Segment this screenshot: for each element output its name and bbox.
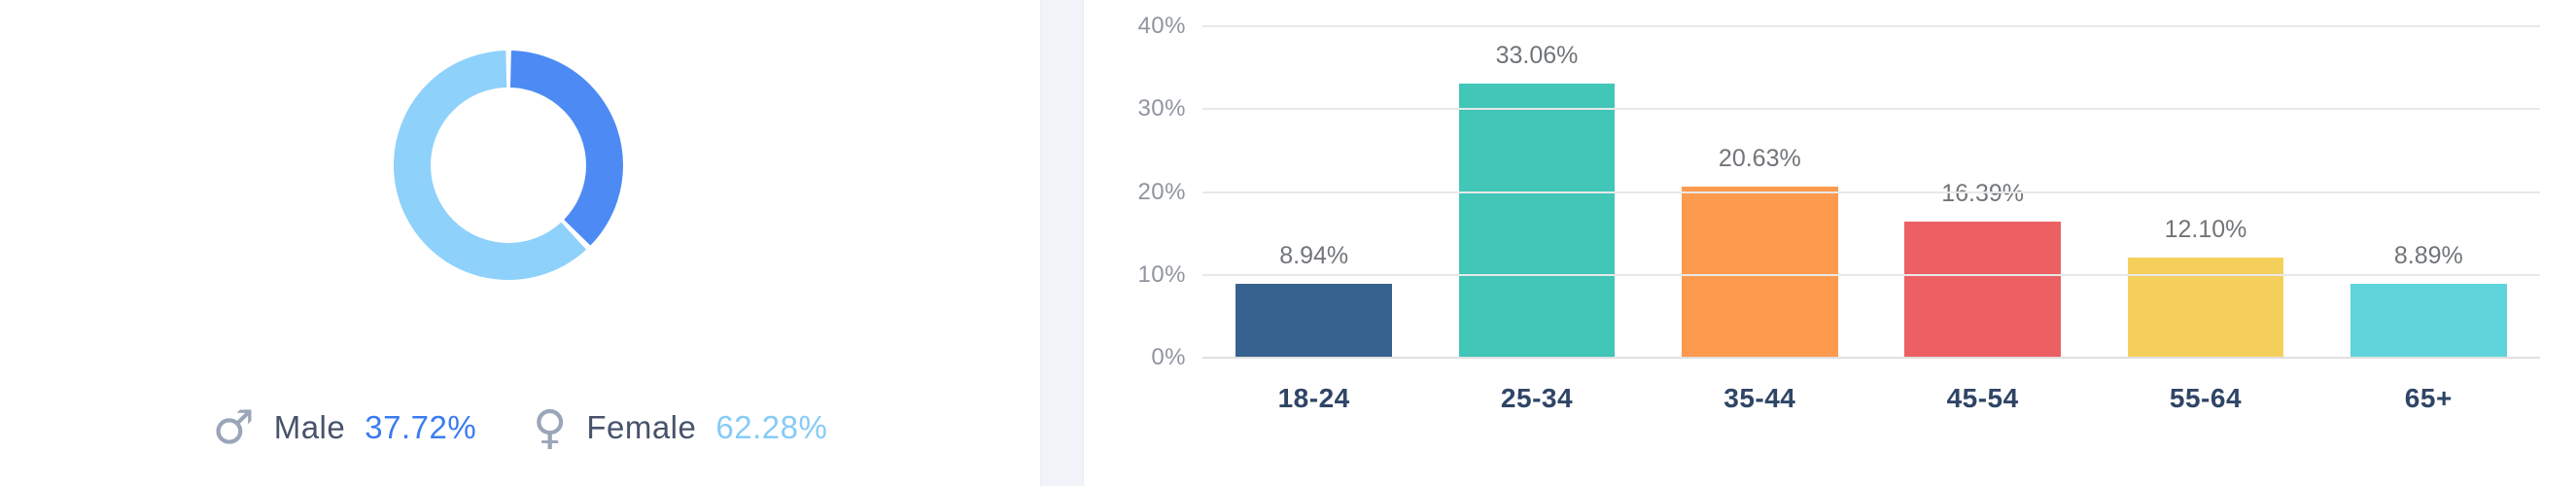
age-distribution-panel: 40% 30% 20% 10% 0% 8.94% 33.06% 20.63% 16.39% 12… <box>1084 0 2576 486</box>
bar-value-label-25-34: 33.06% <box>1495 42 1579 70</box>
age-bar-chart-plot-area: 8.94% 33.06% 20.63% 16.39% 12.10% 8.89% <box>1202 25 2540 359</box>
bar-18-24[interactable] <box>1236 283 1392 358</box>
y-tick-label-10%: 10% <box>1137 260 1186 288</box>
gender-donut-svg <box>394 51 623 280</box>
bar-cell-25-34: 33.06% <box>1425 26 1648 358</box>
legend-item-male[interactable]: ♂ Male 37.72% <box>213 404 477 451</box>
donut-segment-male[interactable] <box>394 51 623 280</box>
x-axis-label-45-54: 45-54 <box>1946 383 2019 413</box>
bar-cell-18-24: 8.94% <box>1202 26 1425 358</box>
y-tick-label-40%: 40% <box>1137 13 1186 39</box>
y-tick-label-0%: 0% <box>1151 344 1186 370</box>
x-axis-label-35-44: 35-44 <box>1723 383 1796 413</box>
male-icon: ♂ <box>212 400 255 455</box>
bar-value-label-18-24: 8.94% <box>1279 241 1349 269</box>
bar-value-label-65+: 8.89% <box>2393 242 2463 270</box>
y-axis: 40% 30% 20% 10% 0% <box>1084 13 1186 370</box>
x-axis: 18-24 25-34 35-44 45-54 55-64 65+ <box>1202 383 2540 414</box>
panel-divider <box>1040 0 1084 486</box>
x-axis-label-18-24: 18-24 <box>1277 383 1350 413</box>
gender-distribution-panel: ♂ Male 37.72% ♀ Female 62.28% <box>0 0 1040 486</box>
bar-cell-65+: 8.89% <box>2317 26 2540 358</box>
gridline-10% <box>1202 273 2540 276</box>
y-tick-label-30%: 30% <box>1137 95 1186 122</box>
bar-25-34[interactable] <box>1458 84 1616 358</box>
male-value: 37.72% <box>365 409 477 445</box>
bar-55-64[interactable] <box>2127 257 2284 358</box>
bar-45-54[interactable] <box>1904 222 2061 358</box>
gridline-40% <box>1202 25 2540 27</box>
legend-item-female[interactable]: ♀ Female 62.28% <box>533 404 827 451</box>
x-axis-label-25-34: 25-34 <box>1500 383 1574 413</box>
bar-cell-45-54: 16.39% <box>1871 26 2094 358</box>
donut-segment-female[interactable] <box>394 51 623 280</box>
male-label: Male <box>273 409 346 445</box>
bar-cell-35-44: 20.63% <box>1649 26 1871 358</box>
female-value: 62.28% <box>715 409 828 445</box>
bar-value-label-45-54: 16.39% <box>1941 180 2025 208</box>
gender-donut-chart <box>392 49 625 282</box>
bar-value-label-55-64: 12.10% <box>2164 215 2247 243</box>
female-icon: ♀ <box>533 400 568 455</box>
gridline-30% <box>1202 108 2540 111</box>
gridline-20% <box>1202 191 2540 193</box>
bar-65+[interactable] <box>2350 284 2507 358</box>
y-tick-label-20%: 20% <box>1137 178 1186 205</box>
bar-value-label-35-44: 20.63% <box>1718 145 1801 173</box>
bar-35-44[interactable] <box>1682 187 1838 358</box>
gender-legend: ♂ Male 37.72% ♀ Female 62.28% <box>0 404 1040 451</box>
x-axis-label-55-64: 55-64 <box>2169 383 2243 413</box>
x-axis-label-65+: 65+ <box>2404 383 2453 413</box>
female-label: Female <box>586 409 697 445</box>
gridline-0% <box>1202 357 2540 359</box>
